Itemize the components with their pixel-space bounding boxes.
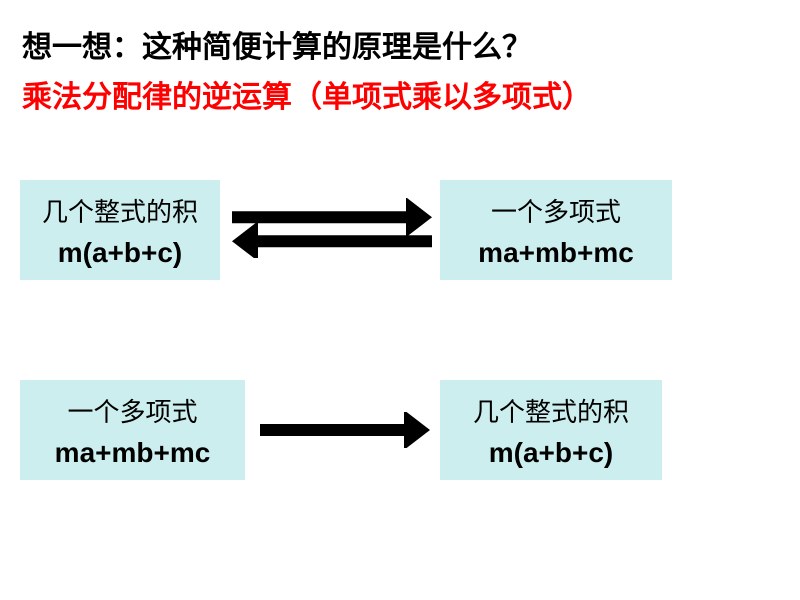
row1-right-box: 一个多项式 ma+mb+mc [440, 180, 672, 280]
row1-left-label: 几个整式的积 [42, 192, 198, 229]
row2-right-label: 几个整式的积 [473, 392, 629, 429]
row2-right-formula: m(a+b+c) [489, 437, 614, 469]
row2-left-label: 一个多项式 [67, 392, 197, 429]
row2-left-box: 一个多项式 ma+mb+mc [20, 380, 245, 480]
bidirectional-arrow-icon [232, 198, 432, 258]
row2-left-formula: ma+mb+mc [55, 437, 211, 469]
row1-right-label: 一个多项式 [491, 192, 621, 229]
subtitle-text: 乘法分配律的逆运算（单项式乘以多项式） [22, 72, 592, 116]
row2-right-box: 几个整式的积 m(a+b+c) [440, 380, 662, 480]
row1-left-formula: m(a+b+c) [58, 237, 183, 269]
right-arrow-icon [260, 412, 430, 448]
question-text: 想一想：这种简便计算的原理是什么？ [22, 22, 532, 66]
row1-right-formula: ma+mb+mc [478, 237, 634, 269]
row1-left-box: 几个整式的积 m(a+b+c) [20, 180, 220, 280]
